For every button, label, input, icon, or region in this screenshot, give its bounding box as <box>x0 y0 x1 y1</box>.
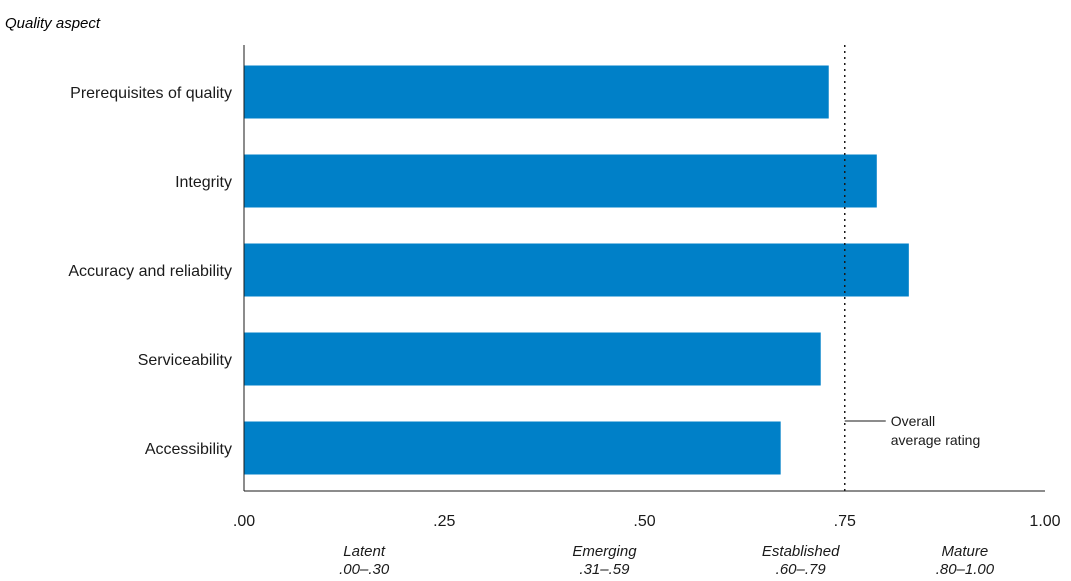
bar <box>244 332 821 386</box>
band-range: .31–.59 <box>579 561 630 578</box>
bar <box>244 243 909 297</box>
average-annotation-label: Overall <box>891 413 935 429</box>
band-range: .00–.30 <box>339 561 390 578</box>
band-range: .60–.79 <box>776 561 827 578</box>
x-tick-label: .50 <box>633 513 655 530</box>
category-label: Integrity <box>175 174 232 191</box>
band-name: Latent <box>343 543 386 560</box>
y-axis-title: Quality aspect <box>5 15 101 32</box>
bar <box>244 421 781 475</box>
average-annotation-label: average rating <box>891 432 981 448</box>
category-label: Serviceability <box>138 352 232 369</box>
category-label: Accuracy and reliability <box>68 263 232 280</box>
x-tick-label: .25 <box>433 513 455 530</box>
category-label: Accessibility <box>145 441 232 458</box>
band-name: Mature <box>942 543 989 560</box>
bar <box>244 65 829 119</box>
bar <box>244 154 877 208</box>
x-tick-label: .00 <box>233 513 255 530</box>
x-tick-label: 1.00 <box>1029 513 1060 530</box>
category-label: Prerequisites of quality <box>70 85 232 102</box>
band-name: Established <box>762 543 840 560</box>
x-tick-label: .75 <box>834 513 856 530</box>
band-range: .80–1.00 <box>936 561 995 578</box>
band-name: Emerging <box>572 543 637 560</box>
